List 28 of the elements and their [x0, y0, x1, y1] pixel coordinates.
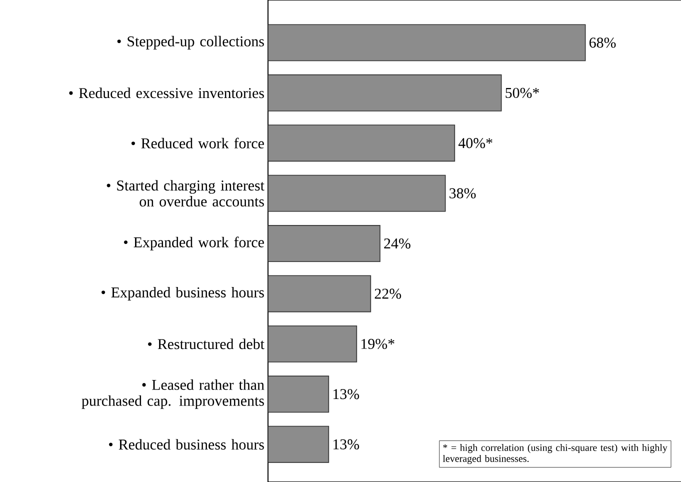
y-tick-label: • Expanded business hours: [102, 286, 264, 301]
y-tick-label: • Reduced business hours: [109, 439, 264, 450]
bar: [268, 426, 330, 463]
y-tick-label: • Leased rather than purchased cap. improvements: [82, 379, 264, 409]
data-label: 22%: [374, 288, 402, 299]
data-label: 19%*: [361, 338, 394, 350]
y-tick-label: • Reduced work force: [131, 138, 264, 148]
y-tick-label: • Expanded work force: [124, 236, 264, 250]
data-label: 50%*: [506, 88, 539, 98]
data-label: 68%: [589, 38, 616, 48]
bar: [268, 24, 586, 62]
annotation: * = high correlation (using chi-square test) with highly leveraged businesses.: [442, 444, 668, 464]
y-tick-label: • Reduced excessive inventories: [69, 88, 264, 98]
bar: [268, 124, 456, 162]
data-label: 13%: [333, 389, 360, 400]
data-label: 13%: [333, 439, 360, 450]
y-tick-label: • Stepped-up collections: [117, 36, 264, 50]
bar: [268, 74, 502, 112]
y-tick-label: • Started charging interest on overdue accounts: [106, 180, 264, 207]
data-label: 24%: [384, 238, 410, 249]
data-label: 40%*: [458, 138, 492, 148]
data-label: 38%: [450, 188, 476, 198]
y-tick-label: • Restructured debt: [148, 338, 264, 350]
bar: [268, 376, 330, 413]
bar: [268, 225, 380, 262]
bar: [268, 174, 446, 212]
bar: [268, 275, 372, 312]
bar: [268, 325, 358, 362]
